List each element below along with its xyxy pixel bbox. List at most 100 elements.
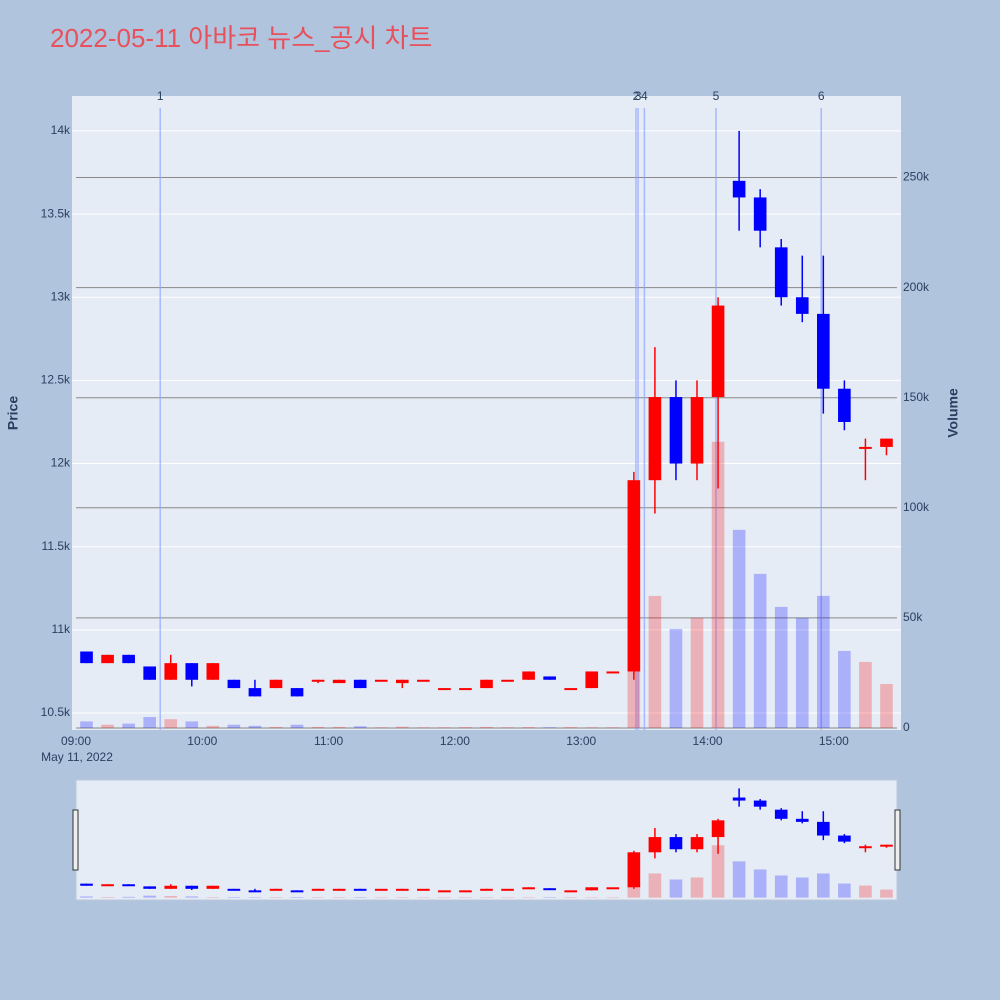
y-tick-label: 11.5k xyxy=(42,539,71,553)
candle-body xyxy=(753,800,767,807)
volume-bar xyxy=(311,726,325,729)
candle-body xyxy=(417,679,430,682)
candle-body xyxy=(817,313,830,389)
candle-body xyxy=(501,888,514,891)
volume-bar xyxy=(543,897,556,899)
volume-bar xyxy=(438,897,451,899)
volume-bar xyxy=(459,897,472,898)
volume-bar xyxy=(290,724,304,729)
x-tick-label: 11:00 xyxy=(314,734,343,748)
volume-bar xyxy=(290,897,304,898)
volume-bar xyxy=(248,897,262,898)
volume-bar xyxy=(690,617,704,729)
volume-bar xyxy=(374,897,388,899)
candle-body xyxy=(732,797,746,801)
candle-body xyxy=(101,654,114,664)
volume-bar xyxy=(669,628,683,729)
candle-body xyxy=(206,663,220,680)
candle-body xyxy=(627,852,641,888)
candle-body xyxy=(859,446,872,449)
range-handle[interactable] xyxy=(894,809,901,871)
volume-bar xyxy=(585,727,599,729)
volume-bar xyxy=(564,897,578,898)
candle-body xyxy=(269,888,283,891)
candle-body xyxy=(395,888,409,891)
y-tick-label: 11k xyxy=(52,622,71,636)
candle-body xyxy=(522,887,535,890)
candle-body xyxy=(753,197,767,231)
candle-body xyxy=(690,397,704,464)
candle-body xyxy=(501,679,514,682)
y-tick-label: 13k xyxy=(51,289,71,303)
candle-body xyxy=(585,887,599,891)
y2-tick-label: 0 xyxy=(903,720,910,734)
candle-body xyxy=(248,688,262,697)
volume-bar xyxy=(227,724,241,729)
candle-body xyxy=(185,885,199,889)
candle-body xyxy=(269,679,283,689)
range-slider[interactable] xyxy=(75,779,898,901)
volume-bar xyxy=(732,529,746,729)
candle-body xyxy=(711,820,725,838)
candle-body xyxy=(606,887,620,890)
range-handle[interactable] xyxy=(72,809,79,871)
volume-bar xyxy=(417,897,430,899)
volume-bar xyxy=(269,897,283,898)
candle-body xyxy=(332,888,346,891)
volume-bar xyxy=(522,897,535,898)
x-tick-label: 09:00 xyxy=(61,734,91,748)
volume-bar xyxy=(817,595,830,729)
candle-body xyxy=(417,888,430,891)
candle-body xyxy=(669,837,683,850)
event-label: 3 xyxy=(635,89,642,103)
y-tick-label: 10.5k xyxy=(41,705,71,719)
x-tick-label: 13:00 xyxy=(566,734,596,748)
chart-title: 2022-05-11 아바코 뉴스_공시 차트 xyxy=(50,23,432,53)
volume-bar xyxy=(501,727,514,729)
volume-bar xyxy=(438,727,451,729)
volume-bar xyxy=(859,885,872,898)
candle-body xyxy=(648,837,662,853)
volume-bar xyxy=(122,896,135,898)
volume-bar xyxy=(690,877,704,898)
candle-body xyxy=(606,671,620,674)
volume-bar xyxy=(353,726,367,729)
y-tick-label: 12k xyxy=(51,456,71,470)
candle-body xyxy=(80,883,93,886)
y2-tick-label: 200k xyxy=(903,280,930,294)
candle-body xyxy=(543,676,556,680)
candle-body xyxy=(438,688,451,691)
volume-bar xyxy=(332,726,346,729)
volume-bar xyxy=(248,725,262,729)
y2-tick-label: 100k xyxy=(903,500,930,514)
event-label: 2 xyxy=(633,89,640,103)
volume-bar xyxy=(859,661,872,729)
candle-body xyxy=(164,885,178,889)
volume-bar xyxy=(817,873,830,898)
volume-bar xyxy=(880,889,893,898)
candle-body xyxy=(480,888,493,891)
candle-body xyxy=(880,844,893,847)
candle-body xyxy=(648,397,662,481)
candle-body xyxy=(564,688,578,691)
candle-body xyxy=(627,480,641,672)
candle-body xyxy=(585,671,599,689)
candle-body xyxy=(480,679,493,689)
volume-bar xyxy=(101,724,114,729)
candle-body xyxy=(543,888,556,891)
volume-bar xyxy=(374,727,388,729)
candle-body xyxy=(101,884,114,887)
volume-bar xyxy=(206,725,220,729)
candle-body xyxy=(332,679,346,684)
candle-body xyxy=(522,671,535,680)
volume-bar xyxy=(732,861,746,898)
candle-body xyxy=(353,679,367,689)
volume-bar xyxy=(395,897,409,898)
volume-bar xyxy=(143,895,156,898)
volume-bar xyxy=(480,726,493,729)
volume-bar xyxy=(880,683,893,729)
volume-bar xyxy=(753,869,767,898)
volume-bar xyxy=(143,717,156,729)
x-tick-label: 10:00 xyxy=(187,734,217,748)
